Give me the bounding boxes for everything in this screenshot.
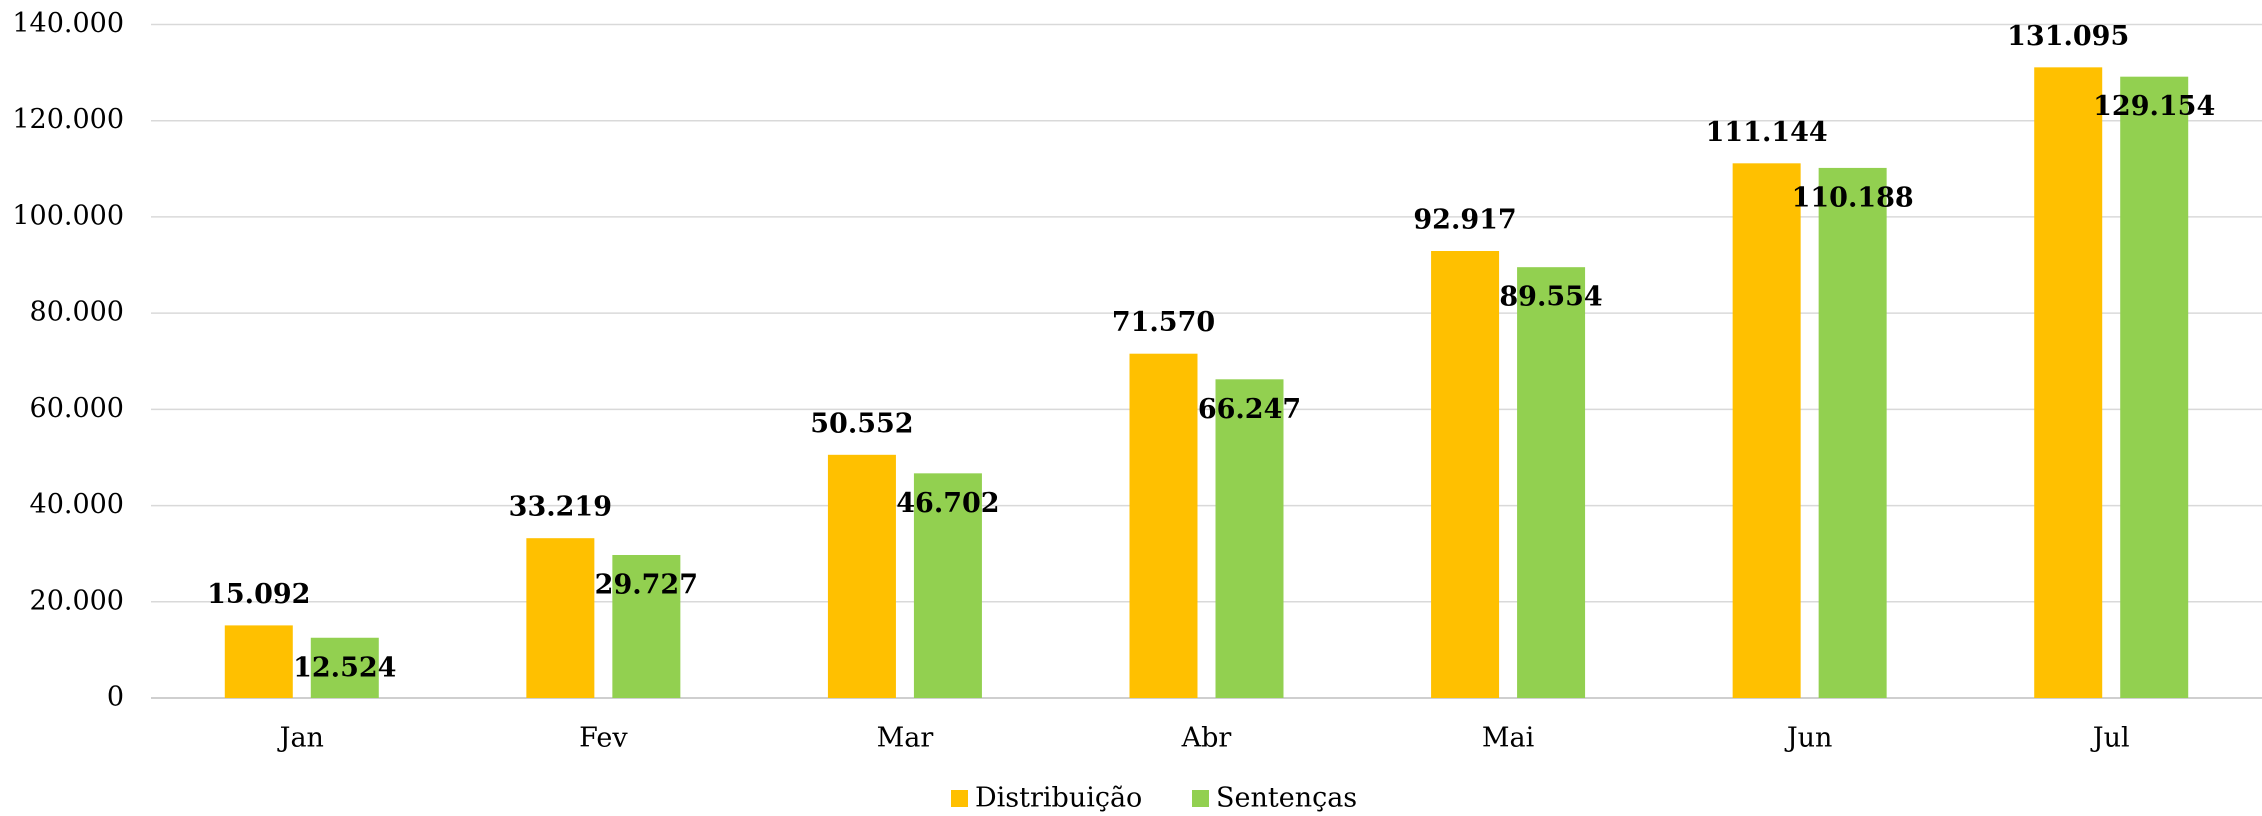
bar: [1215, 379, 1284, 698]
bar: [827, 454, 896, 698]
value-label: 110.188: [1792, 182, 1914, 213]
y-tick-label: 40.000: [30, 489, 124, 520]
value-label: 15.092: [207, 579, 310, 610]
x-tick-label: Jan: [277, 723, 324, 754]
value-label: 66.247: [1198, 394, 1301, 425]
value-label: 50.552: [810, 408, 913, 439]
x-tick-label: Mai: [1482, 723, 1535, 754]
x-tick-label: Jun: [1784, 723, 1833, 754]
x-tick-label: Fev: [579, 723, 628, 754]
x-tick-label: Jul: [2090, 723, 2130, 754]
bar: [2034, 67, 2103, 698]
y-tick-label: 80.000: [30, 297, 124, 328]
x-tick-label: Abr: [1181, 723, 1232, 754]
bar: [526, 538, 595, 698]
bar: [1818, 167, 1887, 699]
bar: [612, 554, 681, 698]
value-label: 129.154: [2093, 91, 2215, 122]
bar: [2120, 76, 2189, 699]
y-tick-label: 20.000: [30, 585, 124, 616]
legend-label: Distribuição: [975, 783, 1142, 814]
value-label: 29.727: [595, 569, 698, 600]
value-label: 46.702: [896, 488, 999, 519]
value-label: 33.219: [509, 492, 612, 523]
value-label: 12.524: [293, 652, 396, 683]
bar: [1129, 353, 1198, 698]
y-tick-label: 100.000: [12, 200, 124, 231]
value-label: 71.570: [1112, 307, 1215, 338]
value-label: 92.917: [1413, 205, 1516, 236]
y-tick-label: 60.000: [30, 393, 124, 424]
value-label: 89.554: [1499, 282, 1602, 313]
value-label: 131.095: [2007, 21, 2129, 52]
legend-swatch: [1192, 790, 1209, 807]
bar: [224, 625, 293, 698]
value-label: 111.144: [1706, 117, 1828, 148]
bar: [1732, 163, 1801, 698]
bar: [310, 637, 379, 698]
bar: [913, 473, 982, 698]
bar: [1431, 251, 1500, 698]
x-tick-label: Mar: [877, 723, 934, 754]
legend-label: Sentenças: [1216, 783, 1357, 814]
y-tick-label: 120.000: [12, 104, 124, 135]
bar: [1517, 267, 1586, 698]
y-tick-label: 140.000: [12, 8, 124, 39]
legend-swatch: [951, 790, 968, 807]
y-tick-label: 0: [107, 682, 124, 713]
